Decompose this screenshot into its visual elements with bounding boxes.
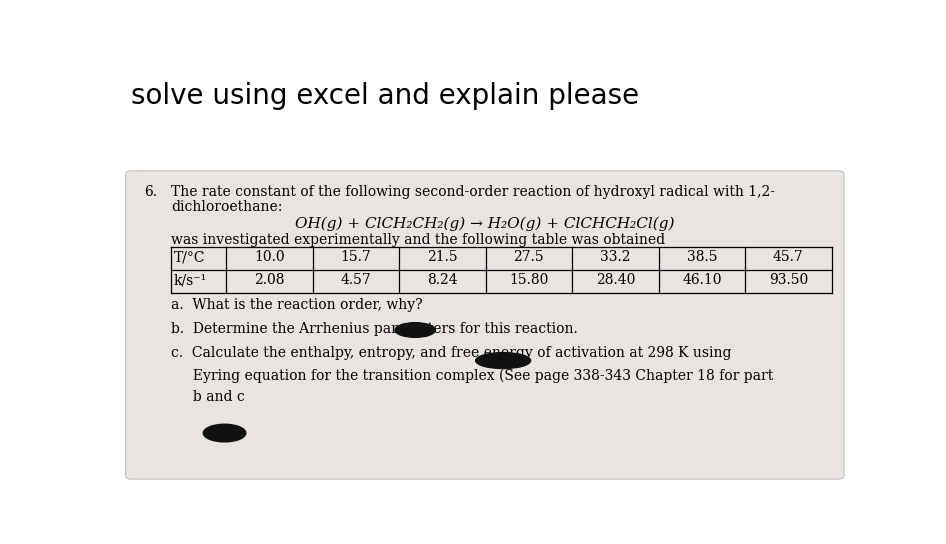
Text: 27.5: 27.5 (514, 250, 544, 264)
Text: 2.08: 2.08 (254, 273, 285, 287)
Ellipse shape (395, 323, 435, 337)
Text: T/°C: T/°C (174, 250, 205, 264)
Text: 33.2: 33.2 (600, 250, 631, 264)
Text: 10.0: 10.0 (254, 250, 285, 264)
Text: a.  What is the reaction order, why?: a. What is the reaction order, why? (171, 298, 423, 312)
Ellipse shape (476, 353, 531, 368)
Text: 21.5: 21.5 (427, 250, 458, 264)
Text: dichloroethane:: dichloroethane: (171, 200, 283, 214)
Ellipse shape (203, 424, 246, 442)
FancyBboxPatch shape (126, 171, 844, 479)
Text: 6.: 6. (144, 184, 157, 199)
Text: 15.7: 15.7 (341, 250, 371, 264)
Text: 38.5: 38.5 (687, 250, 717, 264)
Text: 45.7: 45.7 (773, 250, 804, 264)
Text: Eyring equation for the transition complex (See page 338-343 Chapter 18 for part: Eyring equation for the transition compl… (171, 368, 773, 382)
Text: b and c: b and c (171, 390, 245, 404)
Text: 4.57: 4.57 (341, 273, 371, 287)
Text: b.  Determine the Arrhenius parameters for this reaction.: b. Determine the Arrhenius parameters fo… (171, 322, 578, 336)
Text: was investigated experimentally and the following table was obtained: was investigated experimentally and the … (171, 233, 665, 247)
Text: The rate constant of the following second-order reaction of hydroxyl radical wit: The rate constant of the following secon… (171, 184, 775, 199)
Text: 8.24: 8.24 (427, 273, 458, 287)
Text: c.  Calculate the enthalpy, entropy, and free energy of activation at 298 K usin: c. Calculate the enthalpy, entropy, and … (171, 347, 731, 360)
Text: 28.40: 28.40 (596, 273, 635, 287)
Text: k/s⁻¹: k/s⁻¹ (174, 273, 207, 287)
Text: 93.50: 93.50 (769, 273, 808, 287)
Text: solve using excel and explain please: solve using excel and explain please (131, 82, 639, 110)
Text: OH(g) + ClCH₂CH₂(g) → H₂O(g) + ClCHCH₂Cl(g): OH(g) + ClCH₂CH₂(g) → H₂O(g) + ClCHCH₂Cl… (295, 217, 674, 231)
Text: 15.80: 15.80 (509, 273, 549, 287)
Text: 46.10: 46.10 (682, 273, 722, 287)
